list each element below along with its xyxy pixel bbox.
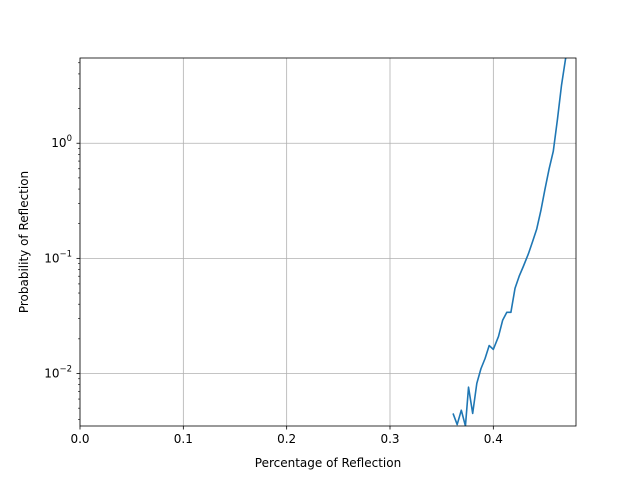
series-line xyxy=(452,58,568,426)
y-tick-label: 10−1 xyxy=(44,249,72,265)
y-tick-label: 10−2 xyxy=(44,365,72,381)
axes-frame xyxy=(79,57,577,427)
plot-area xyxy=(80,58,576,426)
x-tick-label: 0.2 xyxy=(277,432,296,446)
y-tick-label: 100 xyxy=(51,134,72,150)
x-axis-label: Percentage of Reflection xyxy=(255,456,401,470)
x-tick-label: 0.3 xyxy=(380,432,399,446)
x-tick-label: 0.4 xyxy=(484,432,503,446)
y-axis-ticks: 10−2 10−1 100 xyxy=(44,62,80,420)
axes-border xyxy=(79,57,577,427)
y-axis-label: Probability of Reflection xyxy=(17,171,31,313)
x-tick-label: 0.1 xyxy=(174,432,193,446)
x-axis-ticks: 0.0 0.1 0.2 0.3 0.4 xyxy=(70,426,503,446)
series-layer xyxy=(452,58,568,426)
x-tick-label: 0.0 xyxy=(70,432,89,446)
